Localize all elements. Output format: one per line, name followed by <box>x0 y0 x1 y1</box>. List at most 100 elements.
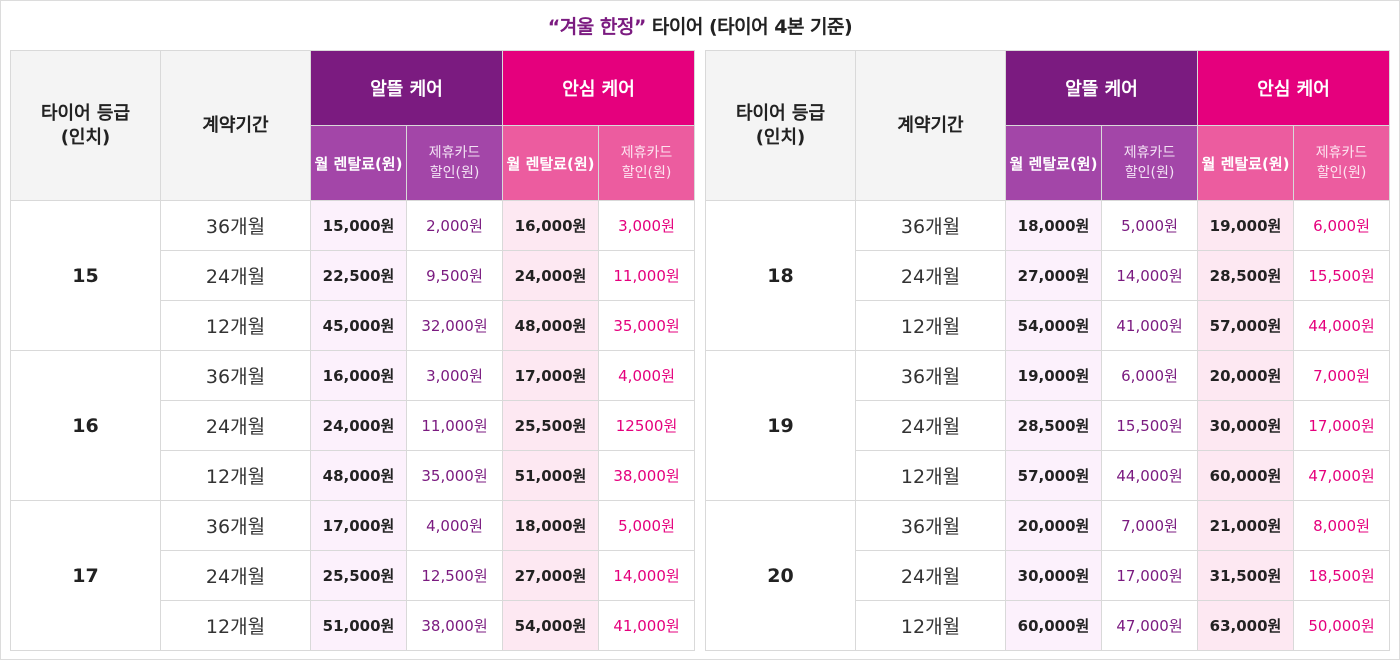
title-highlight: “겨울 한정” <box>547 16 647 38</box>
contract-period-cell: 24개월 <box>160 400 311 451</box>
ansim-monthly-rent-cell: 31,500원 <box>1197 550 1295 601</box>
alddeul-card-discount-cell: 2,000원 <box>405 200 504 251</box>
page-title: “겨울 한정” 타이어 (타이어 4본 기준) <box>0 12 1400 39</box>
ansim-monthly-rent-cell: 19,000원 <box>1197 200 1295 251</box>
alddeul-monthly-rent-cell: 15,000원 <box>310 200 407 251</box>
ansim-card-discount-cell: 6,000원 <box>1293 200 1391 251</box>
alddeul-monthly-rent-cell: 25,500원 <box>310 550 407 601</box>
ansim-card-discount-cell: 15,500원 <box>1293 250 1391 301</box>
table-row: 24개월 24,000원 11,000원 25,500원 12500원 <box>11 400 696 451</box>
ansim-monthly-rent-cell: 17,000원 <box>502 350 600 401</box>
ansim-card-discount-cell: 12500원 <box>598 400 696 451</box>
alddeul-card-discount-cell: 6,000원 <box>1100 350 1199 401</box>
alddeul-monthly-rent-cell: 51,000원 <box>310 600 407 651</box>
alddeul-card-discount-cell: 3,000원 <box>405 350 504 401</box>
table-row: 24개월 25,500원 12,500원 27,000원 14,000원 <box>11 550 696 601</box>
table-row: 24개월 30,000원 17,000원 31,500원 18,500원 <box>706 550 1391 601</box>
price-table-2: 타이어 등급 (인치) 계약기간 알뜰 케어 안심 케어 월 렌탈료(원) 제휴카드 할인… <box>705 50 1391 651</box>
header-alddeul-monthly-rent: 월 렌탈료(원) <box>1005 125 1102 201</box>
header-plan-ansim-care: 안심 케어 <box>1197 50 1391 126</box>
table-row: 24개월 27,000원 14,000원 28,500원 15,500원 <box>706 250 1391 301</box>
table-row: 19 36개월 19,000원 6,000원 20,000원 7,000원 <box>705 350 1391 501</box>
tire-grade-cell: 17 <box>10 500 161 651</box>
tire-grade-cell: 20 <box>705 500 856 651</box>
table-row: 20 36개월 20,000원 7,000원 21,000원 8,000원 <box>705 500 1391 651</box>
alddeul-card-discount-cell: 38,000원 <box>405 600 504 651</box>
alddeul-monthly-rent-cell: 60,000원 <box>1005 600 1102 651</box>
contract-period-cell: 36개월 <box>160 500 311 551</box>
header-alddeul-card-discount: 제휴카드 할인(원) <box>1100 125 1199 201</box>
ansim-monthly-rent-cell: 25,500원 <box>502 400 600 451</box>
ansim-card-discount-cell: 44,000원 <box>1293 300 1391 351</box>
alddeul-card-discount-cell: 9,500원 <box>405 250 504 301</box>
alddeul-monthly-rent-cell: 48,000원 <box>310 450 407 501</box>
header-plan-alddeul-care: 알뜰 케어 <box>309 50 504 126</box>
contract-period-cell: 36개월 <box>855 500 1006 551</box>
alddeul-card-discount-cell: 35,000원 <box>405 450 504 501</box>
alddeul-card-discount-cell: 47,000원 <box>1100 600 1199 651</box>
contract-period-cell: 36개월 <box>160 200 311 251</box>
ansim-monthly-rent-cell: 30,000원 <box>1197 400 1295 451</box>
table-row: 12개월 45,000원 32,000원 48,000원 35,000원 <box>11 300 696 351</box>
alddeul-card-discount-cell: 15,500원 <box>1100 400 1199 451</box>
alddeul-card-discount-cell: 44,000원 <box>1100 450 1199 501</box>
ansim-card-discount-cell: 3,000원 <box>598 200 696 251</box>
header-plan-ansim-care: 안심 케어 <box>502 50 696 126</box>
ansim-monthly-rent-cell: 21,000원 <box>1197 500 1295 551</box>
alddeul-monthly-rent-cell: 16,000원 <box>310 350 407 401</box>
ansim-card-discount-cell: 17,000원 <box>1293 400 1391 451</box>
header-ansim-card-discount: 제휴카드 할인(원) <box>1293 125 1391 201</box>
ansim-monthly-rent-cell: 63,000원 <box>1197 600 1295 651</box>
table-row: 12개월 48,000원 35,000원 51,000원 38,000원 <box>11 450 696 501</box>
contract-period-cell: 12개월 <box>855 600 1006 651</box>
table-row: 16 36개월 16,000원 3,000원 17,000원 4,000원 <box>10 350 696 501</box>
ansim-card-discount-cell: 50,000원 <box>1293 600 1391 651</box>
ansim-card-discount-cell: 35,000원 <box>598 300 696 351</box>
alddeul-card-discount-cell: 41,000원 <box>1100 300 1199 351</box>
alddeul-monthly-rent-cell: 45,000원 <box>310 300 407 351</box>
ansim-card-discount-cell: 14,000원 <box>598 550 696 601</box>
ansim-monthly-rent-cell: 60,000원 <box>1197 450 1295 501</box>
ansim-card-discount-cell: 5,000원 <box>598 500 696 551</box>
ansim-card-discount-cell: 8,000원 <box>1293 500 1391 551</box>
table-row: 17 36개월 17,000원 4,000원 18,000원 5,000원 <box>10 500 696 651</box>
ansim-monthly-rent-cell: 51,000원 <box>502 450 600 501</box>
table-row: 18 36개월 18,000원 5,000원 19,000원 6,000원 <box>705 200 1391 351</box>
header-alddeul-card-discount: 제휴카드 할인(원) <box>405 125 504 201</box>
contract-period-cell: 24개월 <box>855 400 1006 451</box>
table-row: 12개월 51,000원 38,000원 54,000원 41,000원 <box>11 600 696 651</box>
contract-period-cell: 12개월 <box>160 600 311 651</box>
alddeul-monthly-rent-cell: 27,000원 <box>1005 250 1102 301</box>
contract-period-cell: 36개월 <box>160 350 311 401</box>
contract-period-cell: 24개월 <box>160 550 311 601</box>
table-row: 12개월 54,000원 41,000원 57,000원 44,000원 <box>706 300 1391 351</box>
alddeul-monthly-rent-cell: 18,000원 <box>1005 200 1102 251</box>
alddeul-card-discount-cell: 7,000원 <box>1100 500 1199 551</box>
ansim-monthly-rent-cell: 27,000원 <box>502 550 600 601</box>
alddeul-monthly-rent-cell: 19,000원 <box>1005 350 1102 401</box>
ansim-card-discount-cell: 47,000원 <box>1293 450 1391 501</box>
header-contract-period: 계약기간 <box>855 50 1006 201</box>
header-tire-grade: 타이어 등급 (인치) <box>10 50 161 201</box>
ansim-monthly-rent-cell: 24,000원 <box>502 250 600 301</box>
alddeul-card-discount-cell: 11,000원 <box>405 400 504 451</box>
ansim-monthly-rent-cell: 16,000원 <box>502 200 600 251</box>
ansim-card-discount-cell: 38,000원 <box>598 450 696 501</box>
ansim-card-discount-cell: 4,000원 <box>598 350 696 401</box>
contract-period-cell: 36개월 <box>855 200 1006 251</box>
contract-period-cell: 12개월 <box>855 450 1006 501</box>
ansim-monthly-rent-cell: 28,500원 <box>1197 250 1295 301</box>
alddeul-card-discount-cell: 12,500원 <box>405 550 504 601</box>
header-alddeul-monthly-rent: 월 렌탈료(원) <box>310 125 407 201</box>
alddeul-card-discount-cell: 17,000원 <box>1100 550 1199 601</box>
alddeul-monthly-rent-cell: 30,000원 <box>1005 550 1102 601</box>
alddeul-card-discount-cell: 32,000원 <box>405 300 504 351</box>
alddeul-monthly-rent-cell: 28,500원 <box>1005 400 1102 451</box>
alddeul-card-discount-cell: 5,000원 <box>1100 200 1199 251</box>
ansim-monthly-rent-cell: 54,000원 <box>502 600 600 651</box>
ansim-monthly-rent-cell: 20,000원 <box>1197 350 1295 401</box>
table-row: 12개월 57,000원 44,000원 60,000원 47,000원 <box>706 450 1391 501</box>
table-row: 15 36개월 15,000원 2,000원 16,000원 3,000원 <box>10 200 696 351</box>
table-row: 12개월 60,000원 47,000원 63,000원 50,000원 <box>706 600 1391 651</box>
contract-period-cell: 12개월 <box>160 450 311 501</box>
